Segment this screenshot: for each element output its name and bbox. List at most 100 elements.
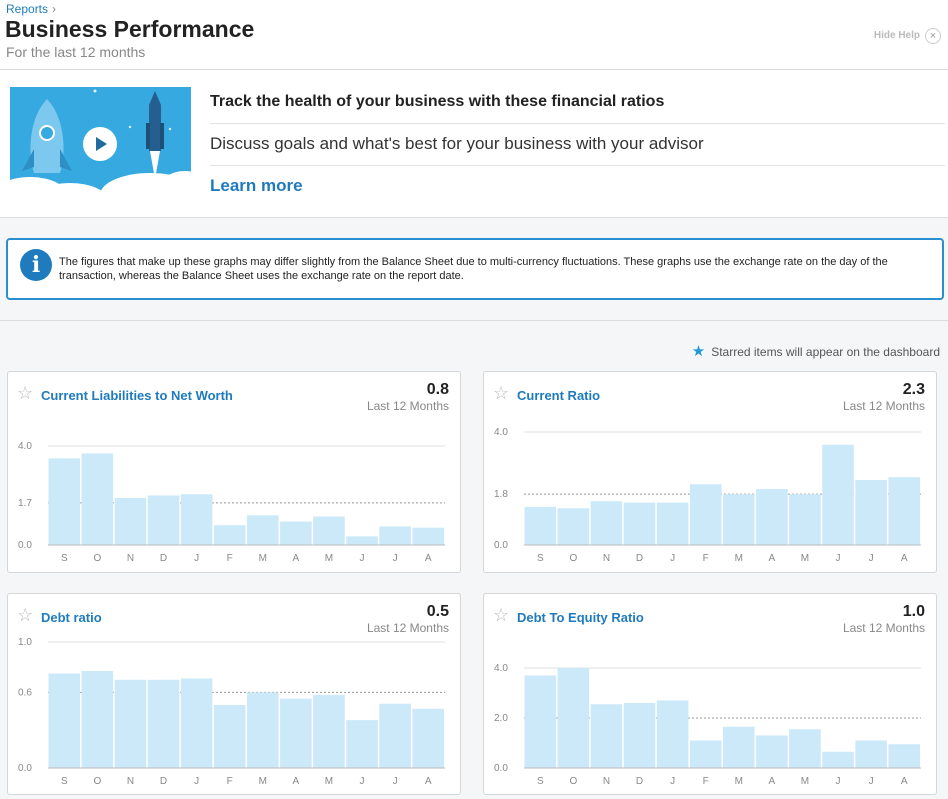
chart-title[interactable]: Current Liabilities to Net Worth <box>41 388 233 403</box>
star-filled-icon: ★ <box>691 343 706 360</box>
chart-value: 1.0 <box>902 603 925 620</box>
bar[interactable] <box>623 703 656 768</box>
x-tick-label: A <box>769 776 776 787</box>
x-tick-label: M <box>801 553 809 564</box>
x-tick-label: J <box>869 553 874 564</box>
video-thumbnail[interactable] <box>10 87 191 201</box>
chart-value: 2.3 <box>902 381 925 398</box>
y-tick-label: 0.0 <box>18 540 32 551</box>
bar[interactable] <box>180 678 213 768</box>
bar[interactable] <box>689 484 722 545</box>
x-tick-label: D <box>636 776 643 787</box>
x-tick-label: J <box>670 776 675 787</box>
chart-title[interactable]: Debt To Equity Ratio <box>517 610 644 625</box>
bar[interactable] <box>213 705 246 768</box>
chart-card-debt-to-equity-ratio: ☆ Debt To Equity Ratio 1.0 Last 12 Month… <box>483 593 937 795</box>
bar[interactable] <box>855 480 887 545</box>
x-tick-label: J <box>836 776 841 787</box>
bar[interactable] <box>147 495 180 546</box>
x-tick-label: J <box>836 553 841 564</box>
page-title: Business Performance <box>5 16 255 42</box>
play-icon[interactable] <box>82 126 118 162</box>
chart-title[interactable]: Current Ratio <box>517 388 601 403</box>
hide-help-link[interactable]: Hide Help <box>873 30 920 41</box>
bar[interactable] <box>213 525 246 545</box>
x-tick-label: S <box>537 776 544 787</box>
bar[interactable] <box>114 679 147 768</box>
bar[interactable] <box>180 494 213 545</box>
bar[interactable] <box>656 700 689 769</box>
currency-info-banner: i The figures that make up these graphs … <box>6 238 944 300</box>
star-outline-icon[interactable]: ☆ <box>17 383 34 403</box>
chart-period: Last 12 Months <box>366 621 449 635</box>
bar[interactable] <box>313 516 345 545</box>
page-header: Reports › Business Performance For the la… <box>0 0 948 70</box>
x-tick-label: N <box>127 553 134 564</box>
x-tick-label: S <box>61 776 68 787</box>
bar[interactable] <box>822 751 854 768</box>
x-tick-label: O <box>93 776 101 787</box>
page-subtitle: For the last 12 months <box>6 44 146 60</box>
bar[interactable] <box>48 458 81 545</box>
x-tick-label: J <box>360 553 365 564</box>
bar[interactable] <box>280 521 312 545</box>
bar[interactable] <box>247 515 279 545</box>
bar[interactable] <box>855 740 887 769</box>
bar[interactable] <box>789 729 821 768</box>
x-tick-label: A <box>769 553 776 564</box>
bar[interactable] <box>557 668 590 768</box>
bar[interactable] <box>48 673 81 769</box>
bar[interactable] <box>557 508 590 545</box>
y-tick-label: 0.0 <box>494 540 508 551</box>
x-tick-label: F <box>703 776 709 787</box>
chart-title[interactable]: Debt ratio <box>41 610 102 625</box>
bar[interactable] <box>81 670 114 768</box>
learn-more-link[interactable]: Learn more <box>210 176 303 195</box>
bar[interactable] <box>822 444 854 545</box>
bar[interactable] <box>723 726 755 768</box>
bar[interactable] <box>756 489 788 545</box>
y-tick-label: 2.0 <box>494 713 508 724</box>
x-tick-label: F <box>227 776 233 787</box>
x-tick-label: F <box>703 553 709 564</box>
bar[interactable] <box>247 692 279 768</box>
bar[interactable] <box>756 735 788 769</box>
star-outline-icon[interactable]: ☆ <box>493 383 510 403</box>
close-icon[interactable]: × <box>925 28 941 44</box>
star-outline-icon[interactable]: ☆ <box>493 605 510 625</box>
bar[interactable] <box>689 740 722 769</box>
y-tick-label: 0.0 <box>18 763 32 774</box>
bar[interactable] <box>379 703 411 768</box>
bar[interactable] <box>524 506 557 545</box>
bar[interactable] <box>623 502 656 545</box>
divider <box>0 320 948 321</box>
star-outline-icon[interactable]: ☆ <box>17 605 34 625</box>
bar[interactable] <box>590 704 623 768</box>
bar[interactable] <box>412 527 444 545</box>
bar[interactable] <box>723 494 755 545</box>
breadcrumb: Reports › <box>6 2 56 16</box>
x-tick-label: A <box>425 553 432 564</box>
x-tick-label: O <box>93 553 101 564</box>
bar[interactable] <box>313 694 345 768</box>
bar[interactable] <box>346 536 378 545</box>
x-tick-label: S <box>537 553 544 564</box>
bar[interactable] <box>114 497 147 545</box>
bar[interactable] <box>147 679 180 768</box>
bar[interactable] <box>888 477 920 545</box>
bar[interactable] <box>524 675 557 769</box>
bar[interactable] <box>656 502 689 545</box>
bar[interactable] <box>280 698 312 768</box>
bar[interactable] <box>81 453 114 545</box>
bar[interactable] <box>346 720 378 768</box>
bar[interactable] <box>379 526 411 545</box>
x-tick-label: M <box>735 776 743 787</box>
chart-card-debt-ratio: ☆ Debt ratio 0.5 Last 12 Months 0.0 0.6 1.… <box>7 593 461 795</box>
bar[interactable] <box>590 501 623 545</box>
breadcrumb-reports-link[interactable]: Reports <box>6 2 49 16</box>
bar[interactable] <box>789 494 821 545</box>
bar[interactable] <box>412 708 444 768</box>
bar[interactable] <box>888 744 920 768</box>
x-tick-label: O <box>569 553 577 564</box>
x-tick-label: D <box>160 776 167 787</box>
